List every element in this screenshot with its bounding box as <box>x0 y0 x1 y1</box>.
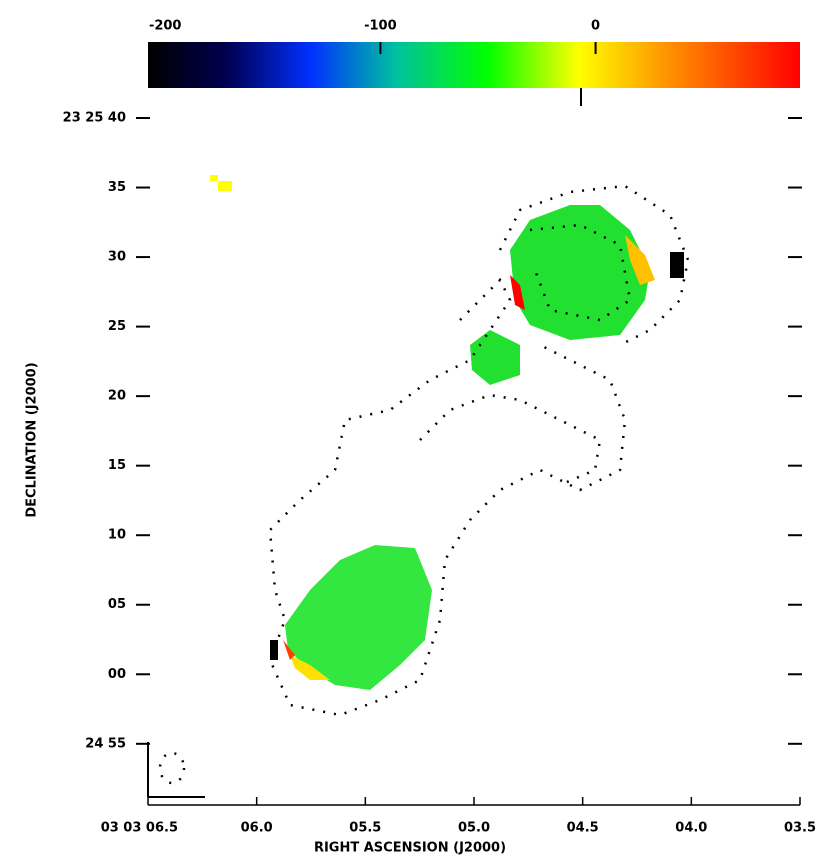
colorbar-tick-label: -200 <box>149 19 182 34</box>
y-tick-label: 30 <box>108 250 126 265</box>
colorbar <box>148 42 800 88</box>
beam <box>147 742 205 798</box>
y-tick-label: 20 <box>108 389 126 404</box>
x-tick-label: 04.5 <box>567 821 599 836</box>
colorbar-tick-label: 0 <box>591 19 600 34</box>
y-tick-label: 05 <box>108 597 126 612</box>
y-axis-label: DECLINATION (J2000) <box>25 362 40 517</box>
y-tick-label: 35 <box>108 180 126 195</box>
x-tick-label: 04.0 <box>675 821 707 836</box>
y-tick-label: 10 <box>108 528 126 543</box>
y-tick-label: 00 <box>108 667 126 682</box>
x-tick-label: 03.5 <box>784 821 816 836</box>
image <box>210 175 684 690</box>
x-axis-label: RIGHT ASCENSION (J2000) <box>314 841 506 856</box>
y-tick-label: 15 <box>108 458 126 473</box>
x-tick-label: 06.0 <box>241 821 273 836</box>
colorbar-tick-label: -100 <box>364 19 397 34</box>
x-tick-label: 05.5 <box>349 821 381 836</box>
y-tick-label: 23 25 40 <box>63 111 126 126</box>
y-tick-label: 25 <box>108 319 126 334</box>
x-tick-label: 03 03 06.5 <box>101 821 178 836</box>
x-tick-label: 05.0 <box>458 821 490 836</box>
y-tick-label: 24 55 <box>85 736 126 751</box>
